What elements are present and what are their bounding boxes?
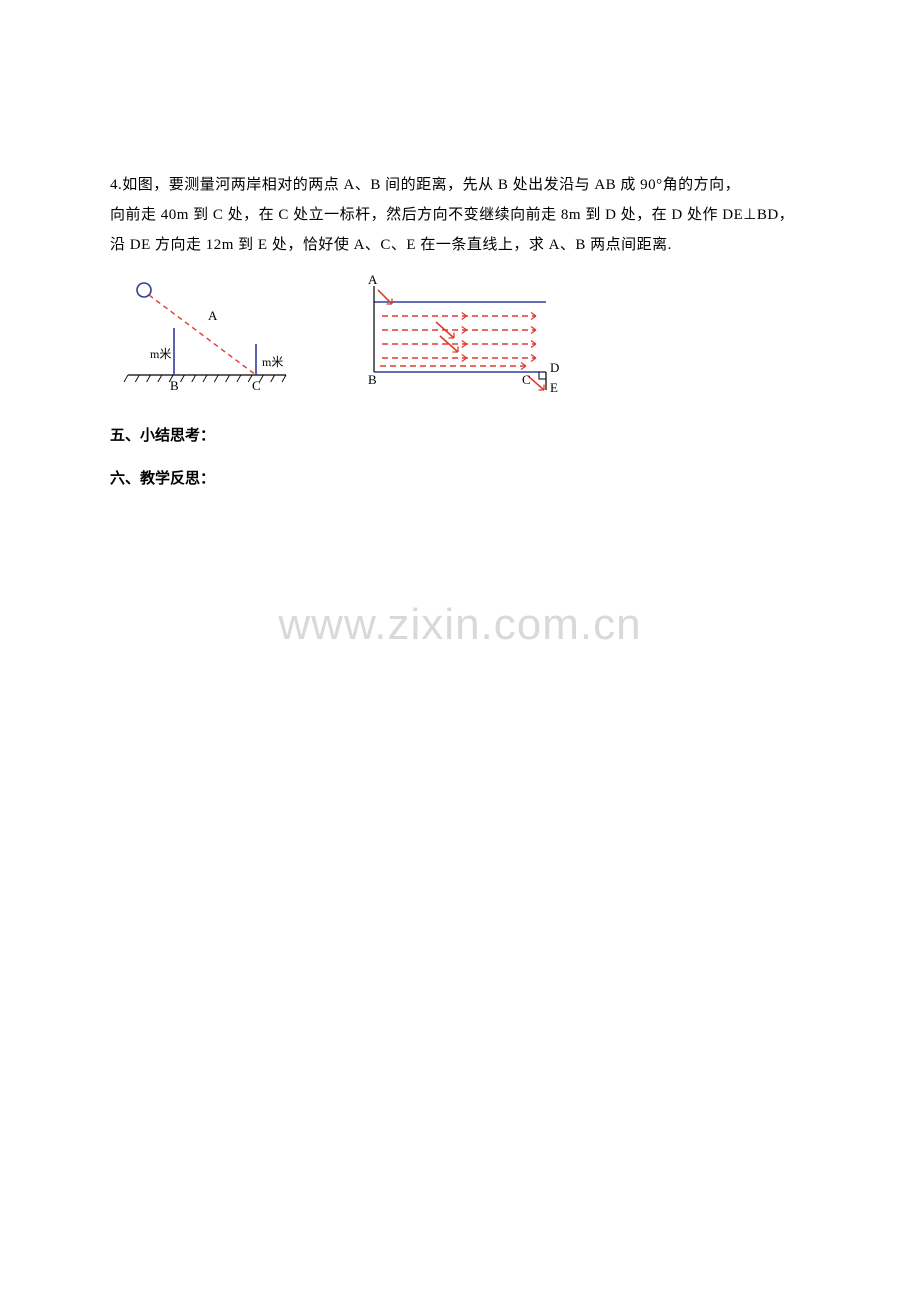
svg-text:A: A — [208, 308, 218, 323]
svg-text:m米: m米 — [262, 355, 283, 369]
figures-row: A B Cm米 m米 A B C DE — [110, 272, 810, 402]
watermark: www.zixin.com.cn — [0, 600, 920, 650]
svg-text:C: C — [522, 372, 531, 387]
heading-6: 六、教学反思： — [110, 467, 810, 488]
problem-number: 4. — [110, 177, 122, 193]
figure-2: A B C DE — [346, 272, 566, 402]
problem-line-1: 如图，要测量河两岸相对的两点 A、B 间的距离，先从 B 处出发沿与 AB 成 … — [122, 177, 740, 193]
svg-text:E: E — [550, 380, 558, 395]
svg-text:B: B — [368, 372, 377, 387]
svg-text:m米: m米 — [150, 347, 171, 361]
svg-text:A: A — [368, 272, 378, 287]
problem-text: 4.如图，要测量河两岸相对的两点 A、B 间的距离，先从 B 处出发沿与 AB … — [110, 170, 810, 260]
problem-line-3: 沿 DE 方向走 12m 到 E 处，恰好使 A、C、E 在一条直线上，求 A、… — [110, 237, 672, 253]
svg-text:D: D — [550, 360, 559, 375]
figure-1-svg: A B Cm米 m米 — [110, 272, 310, 402]
heading-5: 五、小结思考： — [110, 424, 810, 445]
figure-1: A B Cm米 m米 — [110, 272, 310, 402]
svg-text:B: B — [170, 378, 179, 393]
problem-line-2: 向前走 40m 到 C 处，在 C 处立一标杆，然后方向不变继续向前走 8m 到… — [110, 207, 794, 223]
figure-2-svg: A B C DE — [346, 272, 566, 402]
svg-text:C: C — [252, 378, 261, 393]
page: 4.如图，要测量河两岸相对的两点 A、B 间的距离，先从 B 处出发沿与 AB … — [0, 0, 920, 1302]
